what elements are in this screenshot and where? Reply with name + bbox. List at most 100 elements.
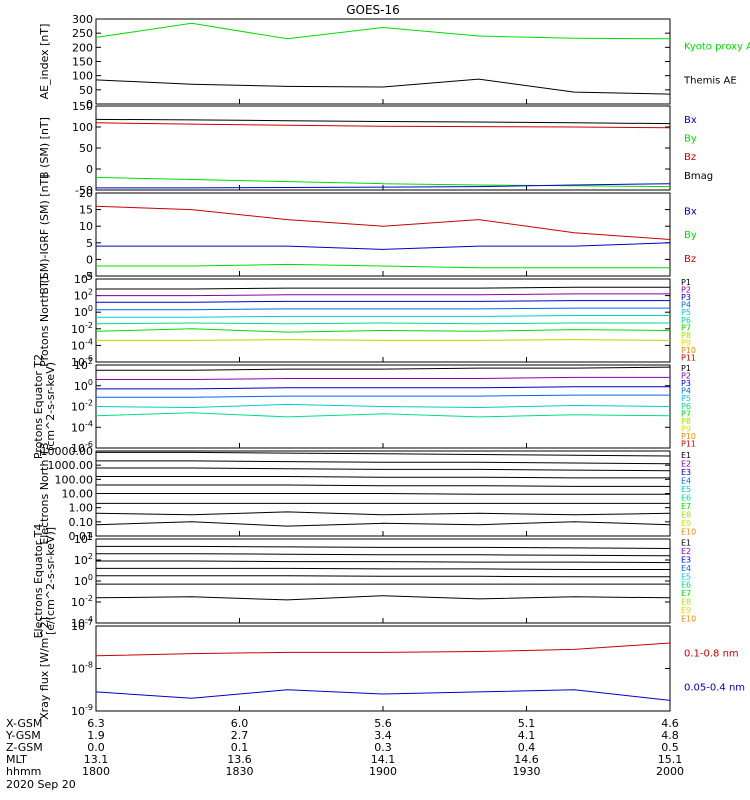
y-axis-label: Xray flux [W/m^2] bbox=[38, 617, 51, 720]
y-tick-label: 5 bbox=[86, 237, 93, 250]
legend-label: P3 bbox=[681, 379, 691, 388]
series-line-e5 bbox=[96, 575, 670, 578]
series-line-e2 bbox=[96, 460, 671, 465]
series-line-p5 bbox=[95, 403, 671, 409]
legend-label: P3 bbox=[681, 293, 691, 302]
legend-label: E5 bbox=[681, 572, 691, 581]
y-tick-label: 100 bbox=[74, 378, 93, 393]
series-line-e8 bbox=[95, 511, 671, 516]
legend-label: P6 bbox=[681, 402, 691, 411]
ephemeris-value: 1830 bbox=[226, 765, 254, 778]
legend-label: P4 bbox=[681, 387, 691, 396]
panel-frame bbox=[95, 105, 671, 191]
y-tick-label: 102 bbox=[74, 288, 93, 303]
ephemeris-value: 0.3 bbox=[374, 741, 392, 754]
legend-label: Kyoto proxy AE bbox=[684, 42, 750, 53]
series-line-p7 bbox=[95, 328, 671, 333]
y-tick-label: -50 bbox=[75, 184, 93, 197]
legend-label: P9 bbox=[681, 424, 691, 433]
series-line-p4 bbox=[96, 394, 670, 398]
y-axis-label: (cm^2-s-sr-keV) bbox=[44, 362, 57, 451]
y-tick-label: 0 bbox=[86, 163, 93, 176]
series-line-p5 bbox=[96, 315, 670, 318]
legend-label: P5 bbox=[681, 394, 691, 403]
y-tick-label: 10.00 bbox=[62, 488, 94, 501]
legend-label: E9 bbox=[681, 519, 691, 528]
legend-label: E6 bbox=[681, 493, 691, 502]
legend-label: Bx bbox=[684, 115, 697, 126]
ephemeris-value: 6.3 bbox=[87, 717, 105, 730]
y-tick-label: 0 bbox=[86, 98, 93, 111]
panel-frame bbox=[95, 18, 671, 105]
series-line-p3 bbox=[96, 300, 670, 303]
series-line-e2 bbox=[96, 553, 671, 557]
legend-label: E2 bbox=[681, 459, 691, 468]
y-tick-label: 104 bbox=[74, 271, 93, 286]
legend-label: E2 bbox=[681, 547, 691, 556]
y-tick-label: 10-4 bbox=[71, 419, 93, 434]
y-tick-label: 100 bbox=[72, 121, 93, 134]
y-axis-label: B (SM)-IGRF (SM) [nT] bbox=[38, 174, 51, 294]
y-tick-label: 102 bbox=[74, 552, 93, 567]
ephemeris-value: 2000 bbox=[656, 765, 684, 778]
series-line-p2 bbox=[96, 376, 670, 380]
legend-label: E6 bbox=[681, 581, 691, 590]
series-line-e1 bbox=[96, 451, 671, 457]
legend-label: P10 bbox=[681, 346, 696, 355]
legend-label: E8 bbox=[681, 598, 691, 607]
y-tick-label: 100 bbox=[74, 573, 93, 588]
legend-label: P11 bbox=[681, 353, 696, 362]
legend-label: E3 bbox=[681, 556, 691, 565]
series-line-e3 bbox=[96, 560, 671, 564]
legend-label: Bz bbox=[684, 254, 696, 265]
legend-label: P1 bbox=[681, 278, 691, 287]
y-tick-label: 1.00 bbox=[69, 502, 94, 515]
series-line-kyoto-proxy-ae bbox=[95, 22, 671, 40]
ephemeris-value: 6.0 bbox=[231, 717, 249, 730]
series-line-e1 bbox=[96, 545, 671, 549]
legend-label: E1 bbox=[681, 451, 691, 460]
y-tick-label: 150 bbox=[72, 56, 93, 69]
y-tick-label: 150 bbox=[72, 100, 93, 113]
legend-label: 0.1-0.8 nm bbox=[684, 649, 739, 660]
ephemeris-label-mlt: MLT bbox=[6, 753, 27, 766]
series-line-themis-ae bbox=[95, 78, 671, 95]
legend-label: P7 bbox=[681, 409, 691, 418]
y-tick-label: 250 bbox=[72, 27, 93, 40]
legend-label: E10 bbox=[681, 614, 696, 623]
y-tick-label: 15 bbox=[79, 204, 93, 217]
series-line-p6 bbox=[95, 412, 671, 418]
y-axis-label: AE_index [nT] bbox=[38, 24, 51, 100]
y-tick-label: -5 bbox=[82, 270, 93, 283]
legend-label: E4 bbox=[681, 476, 691, 485]
series-line-0-05-0-4-nm bbox=[95, 689, 671, 701]
y-axis-label: Electrons North T3 bbox=[38, 442, 51, 544]
y-axis-label: B (SM) [nT] bbox=[38, 117, 51, 179]
series-line-p8 bbox=[96, 339, 671, 341]
legend-label: P6 bbox=[681, 316, 691, 325]
series-line-p3 bbox=[96, 386, 670, 390]
series-line-e5 bbox=[96, 484, 670, 487]
panel-8: 10-7 10-8 10-9 Xray flux [W/m^2] 0.1-0.8 nm 0… bbox=[38, 617, 745, 720]
series-line-bx bbox=[96, 242, 671, 250]
ephemeris-value: 14.6 bbox=[514, 753, 539, 766]
legend-label: P5 bbox=[681, 308, 691, 317]
ephemeris-value: 1800 bbox=[82, 765, 110, 778]
series-line-p1 bbox=[96, 366, 671, 371]
legend-label: E7 bbox=[681, 589, 691, 598]
ephemeris-label-zgsm: Z-GSM bbox=[6, 741, 43, 754]
legend-label: P9 bbox=[681, 338, 691, 347]
legend-label: E9 bbox=[681, 606, 691, 615]
legend-label: E1 bbox=[681, 539, 691, 548]
y-tick-label: 100 bbox=[72, 70, 93, 83]
y-tick-label: 10 bbox=[79, 220, 93, 233]
y-tick-label: 50 bbox=[79, 84, 93, 97]
series-line-by bbox=[95, 176, 671, 188]
series-line-p6 bbox=[95, 322, 670, 325]
series-line-bz bbox=[95, 205, 671, 240]
legend-label: By bbox=[684, 230, 697, 241]
